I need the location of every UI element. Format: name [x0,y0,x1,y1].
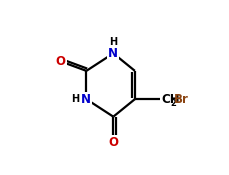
Text: CH: CH [161,93,180,106]
Text: Br: Br [174,93,188,106]
Text: H: H [109,37,117,47]
Text: N: N [81,93,91,106]
Text: N: N [108,47,118,60]
Text: 2: 2 [171,99,177,108]
Text: O: O [56,55,66,68]
Text: H: H [71,94,79,104]
Text: O: O [108,136,118,149]
